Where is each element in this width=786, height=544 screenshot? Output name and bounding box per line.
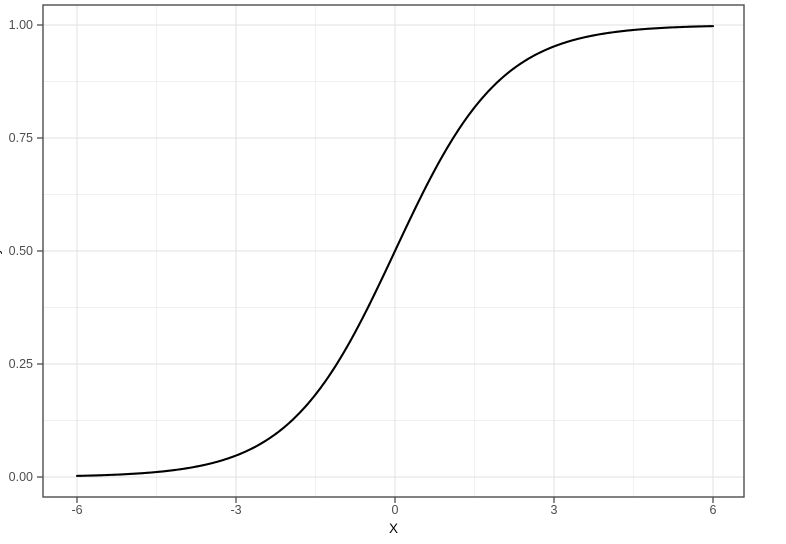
svg-text:0: 0 <box>392 503 399 517</box>
svg-text:y: y <box>0 247 2 254</box>
svg-text:0.25: 0.25 <box>9 357 33 371</box>
svg-text:X: X <box>389 521 398 536</box>
svg-text:3: 3 <box>551 503 558 517</box>
svg-text:-3: -3 <box>230 503 241 517</box>
svg-text:-6: -6 <box>71 503 82 517</box>
svg-text:0.75: 0.75 <box>9 131 33 145</box>
svg-text:1.00: 1.00 <box>9 18 33 32</box>
svg-text:0.00: 0.00 <box>9 470 33 484</box>
svg-text:6: 6 <box>710 503 717 517</box>
svg-text:0.50: 0.50 <box>9 244 33 258</box>
